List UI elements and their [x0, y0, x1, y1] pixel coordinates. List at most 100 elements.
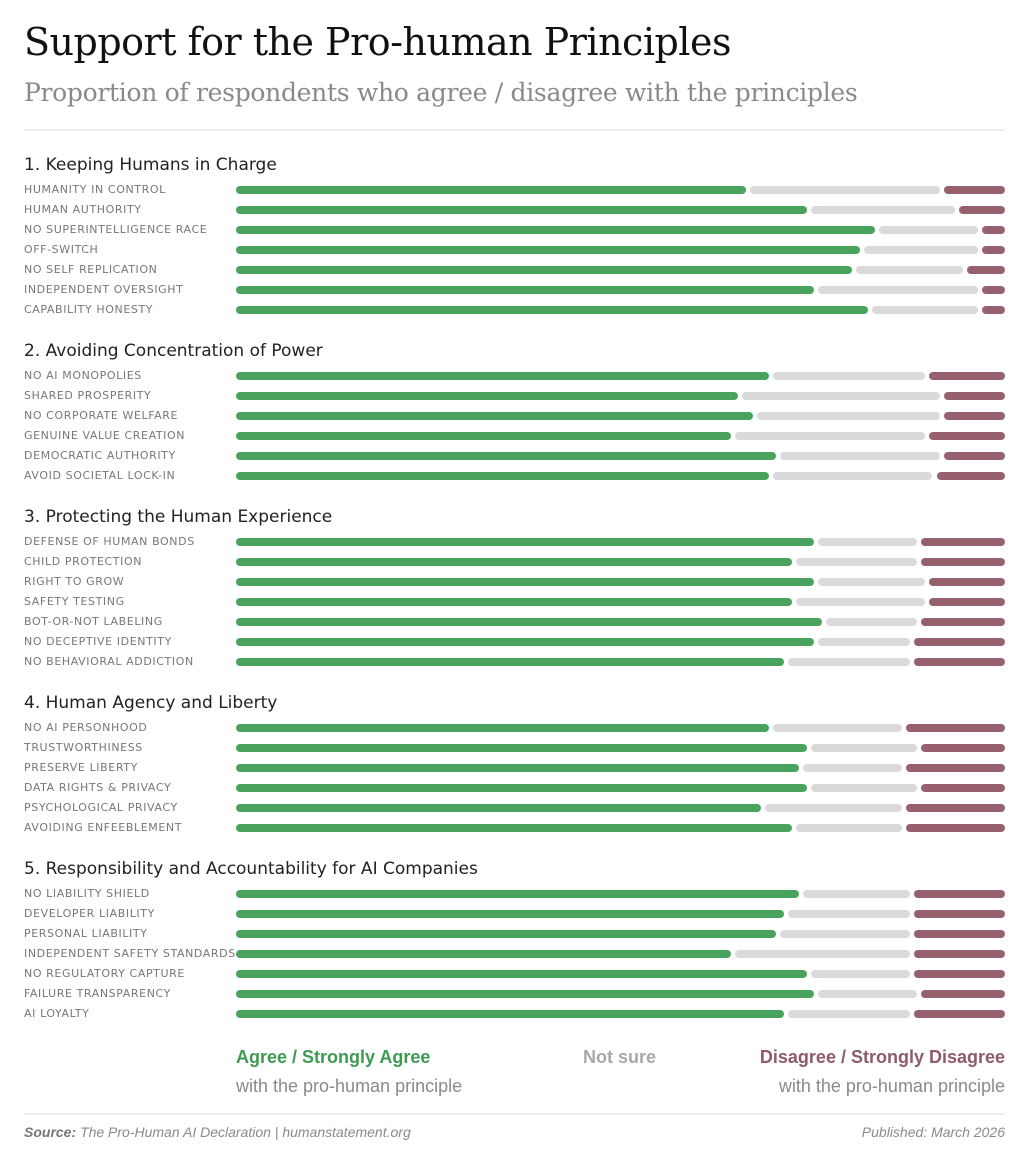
bar-agree	[236, 990, 815, 998]
bar-disagree	[921, 744, 1005, 752]
row-label: AVOID SOCIETAL LOCK-IN	[24, 469, 176, 482]
row-label: RIGHT TO GROW	[24, 575, 125, 588]
bar-disagree	[928, 372, 1005, 380]
bar-not-sure	[780, 930, 910, 938]
legend-disagree-sub: with the pro-human principle	[778, 1076, 1005, 1096]
bar-not-sure	[757, 412, 941, 420]
bar-not-sure	[871, 306, 979, 314]
row-label: AI LOYALTY	[24, 1007, 90, 1020]
bar-disagree	[913, 930, 1005, 938]
row-label: DEVELOPER LIABILITY	[24, 907, 155, 920]
bar-not-sure	[795, 598, 925, 606]
bar-disagree	[944, 186, 1005, 194]
bar-disagree	[944, 452, 1005, 460]
bar-not-sure	[772, 724, 903, 732]
row-label: DEMOCRATIC AUTHORITY	[24, 449, 176, 462]
bar-disagree	[921, 618, 1005, 626]
source-note: Source: The Pro-Human AI Declaration | h…	[24, 1124, 411, 1140]
bar-agree	[236, 784, 807, 792]
row-label: NO CORPORATE WELFARE	[24, 409, 179, 422]
bar-not-sure	[787, 910, 910, 918]
section-title: 5. Responsibility and Accountability for…	[24, 859, 478, 879]
bar-agree	[236, 206, 807, 214]
bar-agree	[236, 764, 800, 772]
chart-subtitle: Proportion of respondents who agree / di…	[24, 78, 858, 107]
bar-disagree	[906, 824, 1005, 832]
bar-disagree	[921, 990, 1005, 998]
bar-agree	[236, 824, 792, 832]
row-label: SHARED PROSPERITY	[24, 389, 152, 402]
bar-agree	[236, 306, 868, 314]
row-label: HUMANITY IN CONTROL	[24, 183, 166, 196]
bar-not-sure	[772, 372, 925, 380]
bar-disagree	[928, 598, 1005, 606]
row-label: INDEPENDENT SAFETY STANDARDS	[24, 947, 236, 960]
bar-disagree	[906, 764, 1005, 772]
bar-disagree	[944, 412, 1005, 420]
row-label: OFF-SWITCH	[24, 243, 99, 256]
row-label: TRUSTWORTHINESS	[24, 741, 143, 754]
bar-not-sure	[780, 452, 941, 460]
row-label: NO BEHAVIORAL ADDICTION	[24, 655, 194, 668]
row-label: PERSONAL LIABILITY	[24, 927, 148, 940]
bar-disagree	[921, 558, 1005, 566]
row-label: AVOIDING ENFEEBLEMENT	[24, 821, 183, 834]
footer-divider	[24, 1113, 1005, 1115]
bar-not-sure	[856, 266, 963, 274]
bar-agree	[236, 392, 739, 400]
bar-agree	[236, 638, 815, 646]
bar-agree	[236, 226, 876, 234]
row-label: NO SUPERINTELLIGENCE RACE	[24, 223, 208, 236]
bar-agree	[236, 744, 807, 752]
bar-not-sure	[795, 824, 903, 832]
row-label: NO LIABILITY SHIELD	[24, 887, 150, 900]
bar-disagree	[982, 286, 1005, 294]
bar-disagree	[913, 910, 1005, 918]
bar-not-sure	[810, 744, 918, 752]
bar-agree	[236, 970, 807, 978]
bar-disagree	[913, 970, 1005, 978]
section-title: 3. Protecting the Human Experience	[24, 507, 333, 527]
bar-agree	[236, 890, 800, 898]
section-title: 1. Keeping Humans in Charge	[24, 155, 277, 175]
bar-agree	[236, 538, 815, 546]
bar-agree	[236, 724, 769, 732]
row-label: HUMAN AUTHORITY	[24, 203, 142, 216]
published-date: Published: March 2026	[861, 1124, 1005, 1140]
row-label: SAFETY TESTING	[24, 595, 125, 608]
bar-disagree	[913, 658, 1005, 666]
bar-agree	[236, 930, 777, 938]
bar-disagree	[928, 432, 1005, 440]
bar-not-sure	[864, 246, 979, 254]
source-label: Source:	[24, 1124, 77, 1140]
row-label: INDEPENDENT OVERSIGHT	[24, 283, 184, 296]
bar-not-sure	[810, 970, 910, 978]
bar-disagree	[921, 538, 1005, 546]
bar-disagree	[913, 638, 1005, 646]
bar-not-sure	[787, 658, 910, 666]
bar-agree	[236, 246, 861, 254]
bar-agree	[236, 266, 853, 274]
bar-disagree	[936, 472, 1005, 480]
bar-disagree	[982, 226, 1005, 234]
bar-disagree	[921, 784, 1005, 792]
bar-agree	[236, 372, 769, 380]
bar-not-sure	[818, 578, 925, 586]
bar-not-sure	[810, 784, 918, 792]
bar-not-sure	[818, 990, 918, 998]
bar-agree	[236, 578, 815, 586]
row-label: PRESERVE LIBERTY	[24, 761, 138, 774]
bar-disagree	[913, 1010, 1005, 1018]
chart-title: Support for the Pro-human Principles	[24, 20, 731, 64]
bar-not-sure	[810, 206, 956, 214]
row-label: CHILD PROTECTION	[24, 555, 143, 568]
bar-agree	[236, 658, 784, 666]
bar-agree	[236, 1010, 784, 1018]
row-label: BOT-OR-NOT LABELING	[24, 615, 163, 628]
source-text: The Pro-Human AI Declaration | humanstat…	[80, 1124, 411, 1140]
row-label: FAILURE TRANSPARENCY	[24, 987, 171, 1000]
bar-agree	[236, 598, 792, 606]
legend-not-sure-label: Not sure	[583, 1047, 657, 1067]
bar-not-sure	[818, 538, 918, 546]
row-label: DEFENSE OF HUMAN BONDS	[24, 535, 195, 548]
